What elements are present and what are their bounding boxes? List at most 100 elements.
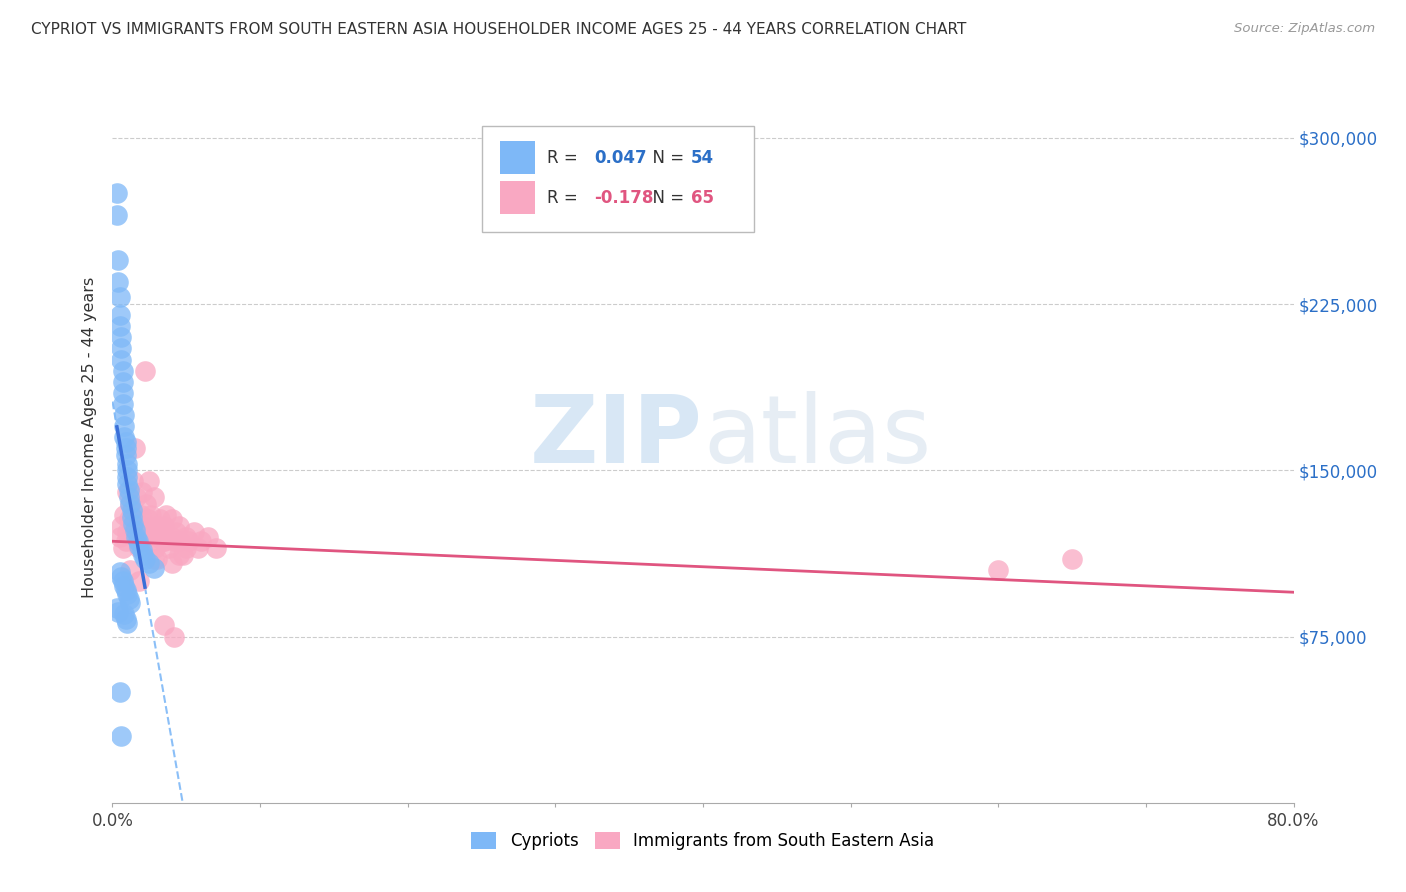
Point [111,375,134,389]
Point [117,485,138,500]
Point [157,541,180,555]
Point [167,548,190,562]
Point [127,530,149,544]
Point [120,596,142,610]
Point [131,534,153,549]
Point [136,512,159,526]
Point [142,552,165,566]
Point [112,607,135,622]
Point [118,490,141,504]
Point [114,448,136,462]
Y-axis label: Householder Income Ages 25 - 44 years: Householder Income Ages 25 - 44 years [82,277,97,598]
Point [121,509,143,524]
Point [117,476,138,491]
Point [143,541,166,555]
Point [117,463,138,477]
Point [174,541,197,555]
Text: R =: R = [547,189,583,207]
Point [107,605,129,619]
Text: 54: 54 [692,149,714,167]
Point [152,534,174,549]
Point [160,557,183,571]
Point [108,319,131,334]
Point [107,275,129,289]
Point [122,475,145,489]
Point [169,534,191,549]
Point [111,397,134,411]
Point [120,497,142,511]
Point [114,534,136,549]
Point [149,512,172,526]
Point [124,441,146,455]
Point [110,352,132,367]
Point [110,342,132,356]
Point [134,530,156,544]
Point [121,518,143,533]
Point [114,441,136,455]
Point [111,385,134,400]
Point [163,630,186,644]
Text: atlas: atlas [703,391,931,483]
Point [138,475,160,489]
Point [142,561,165,575]
FancyBboxPatch shape [501,141,536,174]
Point [138,525,160,540]
Point [138,557,160,571]
Point [131,485,153,500]
Point [148,530,170,544]
Point [121,503,143,517]
Point [114,582,136,597]
Point [167,518,190,533]
Point [174,530,197,544]
Text: N =: N = [641,149,689,167]
Point [125,530,148,544]
Legend: Cypriots, Immigrants from South Eastern Asia: Cypriots, Immigrants from South Eastern … [465,825,941,856]
Point [110,330,132,344]
Text: -0.178: -0.178 [595,189,654,207]
Point [127,534,149,549]
Point [114,434,136,449]
Point [153,534,176,549]
Point [110,518,132,533]
Text: ZIP: ZIP [530,391,703,483]
Point [132,518,155,533]
Point [139,508,162,522]
Point [110,729,132,743]
Point [134,363,156,377]
Point [128,541,150,555]
Point [1062,552,1084,566]
Text: N =: N = [641,189,689,207]
Point [205,541,228,555]
Point [107,252,129,267]
Point [114,612,136,626]
Point [124,508,146,522]
Point [118,512,141,526]
Point [112,419,135,434]
Point [987,563,1010,577]
Point [117,587,138,601]
Point [179,534,201,549]
Point [128,539,150,553]
Point [108,308,131,322]
Point [160,512,183,526]
Point [122,516,145,531]
Point [153,618,176,632]
Point [108,566,131,580]
Point [128,518,150,533]
Text: R =: R = [547,149,583,167]
Point [111,363,134,377]
Text: Source: ZipAtlas.com: Source: ZipAtlas.com [1234,22,1375,36]
Point [125,490,148,504]
Point [142,490,165,504]
Point [105,600,128,615]
Point [111,541,134,555]
Point [183,525,205,540]
Point [117,457,138,471]
Point [197,530,219,544]
Point [163,534,186,549]
Point [150,525,173,540]
Point [108,290,131,304]
Point [153,518,176,533]
Point [146,552,169,566]
Point [112,508,135,522]
